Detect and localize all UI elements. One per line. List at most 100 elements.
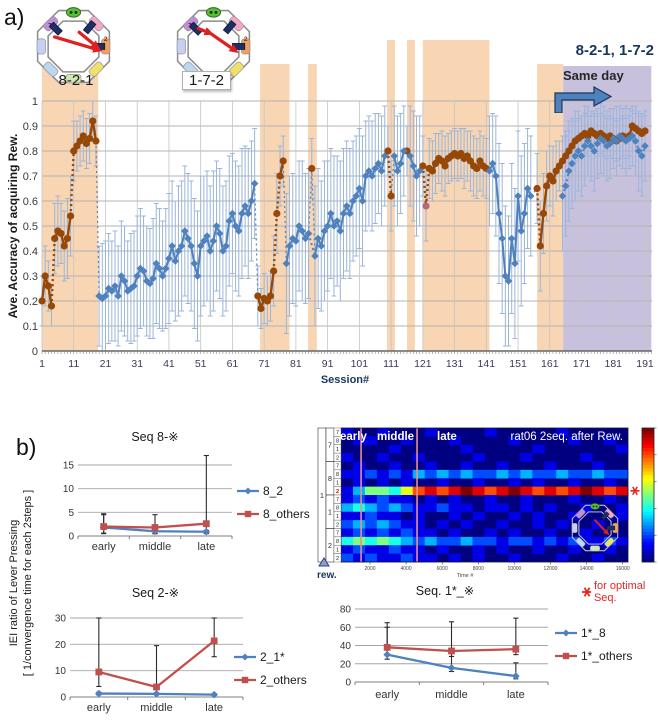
bent-arrow-icon [554, 85, 613, 113]
svg-text:21: 21 [100, 358, 112, 370]
svg-text:131: 131 [446, 358, 464, 370]
svg-text:30: 30 [55, 614, 66, 625]
b-y-axis-label: IEI ratio of Lever Pressing [ 1/converge… [7, 447, 37, 719]
svg-text:7: 7 [336, 430, 339, 436]
panel-b-label: b) [16, 434, 37, 460]
svg-text:early: early [87, 702, 111, 714]
legend-item: 2_others [233, 668, 307, 691]
svg-text:80: 80 [340, 605, 351, 616]
svg-text:91: 91 [322, 358, 334, 370]
main-y-axis-label: Ave. Accuracy of acquiring Rew. [6, 133, 20, 319]
svg-text:7: 7 [336, 497, 339, 503]
svg-text:8: 8 [328, 476, 332, 483]
svg-text:151: 151 [509, 358, 527, 370]
panel-a-label: a) [4, 4, 25, 30]
seq8-chart-title: Seq 8-※ [131, 430, 179, 444]
svg-text:0.1: 0.1 [23, 321, 38, 333]
svg-text:20: 20 [55, 640, 66, 651]
svg-text:5: 5 [68, 508, 74, 519]
svg-text:early: early [340, 431, 367, 443]
svg-text:40: 40 [340, 641, 351, 652]
svg-text:8: 8 [336, 506, 339, 512]
svg-text:0: 0 [68, 532, 74, 543]
svg-text:8: 8 [336, 439, 339, 445]
seq1star-chart: 0 20 40 60 80 early middle late [340, 605, 549, 701]
svg-text:121: 121 [414, 358, 432, 370]
svg-text:1: 1 [32, 96, 38, 108]
svg-text:0.4: 0.4 [23, 246, 38, 258]
legend-label: 2_1* [260, 649, 285, 664]
legend-item: 8_others [236, 502, 310, 525]
optimal-seq-label: for optimal Seq. [593, 580, 646, 604]
svg-text:1: 1 [336, 447, 339, 453]
svg-text:7: 7 [336, 464, 339, 470]
svg-text:8: 8 [336, 472, 339, 478]
legend-item: 2_1* [233, 645, 307, 668]
svg-text:12000: 12000 [544, 566, 558, 572]
svg-text:41: 41 [163, 358, 175, 370]
seq2-chart: 0 10 20 30 early middle late [55, 614, 244, 714]
svg-text:0.2: 0.2 [23, 296, 38, 308]
svg-text:1: 1 [328, 509, 332, 516]
svg-text:2: 2 [336, 522, 339, 528]
legend-label: 1*_others [581, 648, 633, 663]
maze-diagram-8-2-1: 72 [36, 7, 111, 84]
svg-text:15: 15 [63, 461, 75, 472]
svg-text:2: 2 [336, 455, 339, 461]
legend-item: 8_2 [236, 479, 310, 502]
svg-text:middle: middle [139, 541, 171, 553]
legend-marker-1star_others [555, 652, 577, 659]
svg-text:71: 71 [258, 358, 270, 370]
svg-text:0.9: 0.9 [23, 121, 38, 133]
svg-text:0.8: 0.8 [23, 146, 38, 158]
svg-text:0.6: 0.6 [23, 196, 38, 208]
svg-text:rew.: rew. [317, 570, 337, 581]
svg-text:0: 0 [32, 346, 38, 358]
svg-text:0: 0 [345, 678, 351, 689]
seq2-chart-title: Seq 2-※ [131, 586, 180, 600]
svg-text:10: 10 [63, 484, 75, 495]
svg-text:1: 1 [336, 547, 339, 553]
b-y-axis-label-line2: [ 1/convergence time for each 2steps ] [22, 489, 34, 677]
maze1-label: 8-2-1 [58, 72, 94, 89]
svg-text:middle: middle [377, 431, 414, 443]
svg-text:171: 171 [573, 358, 591, 370]
svg-text:14000: 14000 [580, 566, 594, 572]
seq1star-legend: 1*_8 1*_others [554, 621, 632, 667]
svg-text:rat06 2seq. after Rew.: rat06 2seq. after Rew. [510, 431, 623, 443]
svg-text:late: late [507, 689, 525, 701]
svg-text:late: late [437, 431, 457, 443]
svg-text:31: 31 [131, 358, 143, 370]
svg-text:1: 1 [336, 480, 339, 486]
legend-item: 1*_8 [554, 621, 632, 644]
svg-text:101: 101 [351, 358, 369, 370]
svg-text:8: 8 [336, 539, 339, 545]
svg-text:141: 141 [478, 358, 496, 370]
same-day-annotation-subtitle: Same day [563, 68, 624, 83]
svg-text:2000: 2000 [364, 566, 375, 572]
svg-text:0: 0 [60, 693, 66, 704]
svg-text:20: 20 [340, 659, 351, 670]
svg-text:early: early [375, 689, 399, 701]
seq8-chart: 0 5 10 15 early middle late [63, 454, 233, 553]
svg-text:6000: 6000 [437, 566, 448, 572]
legend-marker-8_others [237, 510, 259, 517]
svg-text:1: 1 [39, 358, 45, 370]
svg-text:2: 2 [328, 543, 332, 550]
legend-marker-2_1star [234, 653, 256, 660]
svg-text:1: 1 [320, 493, 324, 500]
svg-text:late: late [197, 541, 215, 553]
svg-text:10000: 10000 [507, 566, 521, 572]
svg-text:early: early [92, 541, 116, 553]
svg-text:61: 61 [227, 358, 239, 370]
maze2-label: 1-7-2 [182, 71, 232, 90]
svg-text:0.7: 0.7 [23, 171, 38, 183]
svg-text:161: 161 [541, 358, 559, 370]
seq8-legend: 8_2 8_others [236, 479, 310, 525]
seq2-legend: 2_1* 2_others [233, 645, 307, 691]
svg-text:7: 7 [188, 23, 192, 30]
svg-text:2: 2 [336, 489, 339, 495]
svg-text:7: 7 [336, 531, 339, 537]
svg-text:16000: 16000 [616, 566, 630, 572]
